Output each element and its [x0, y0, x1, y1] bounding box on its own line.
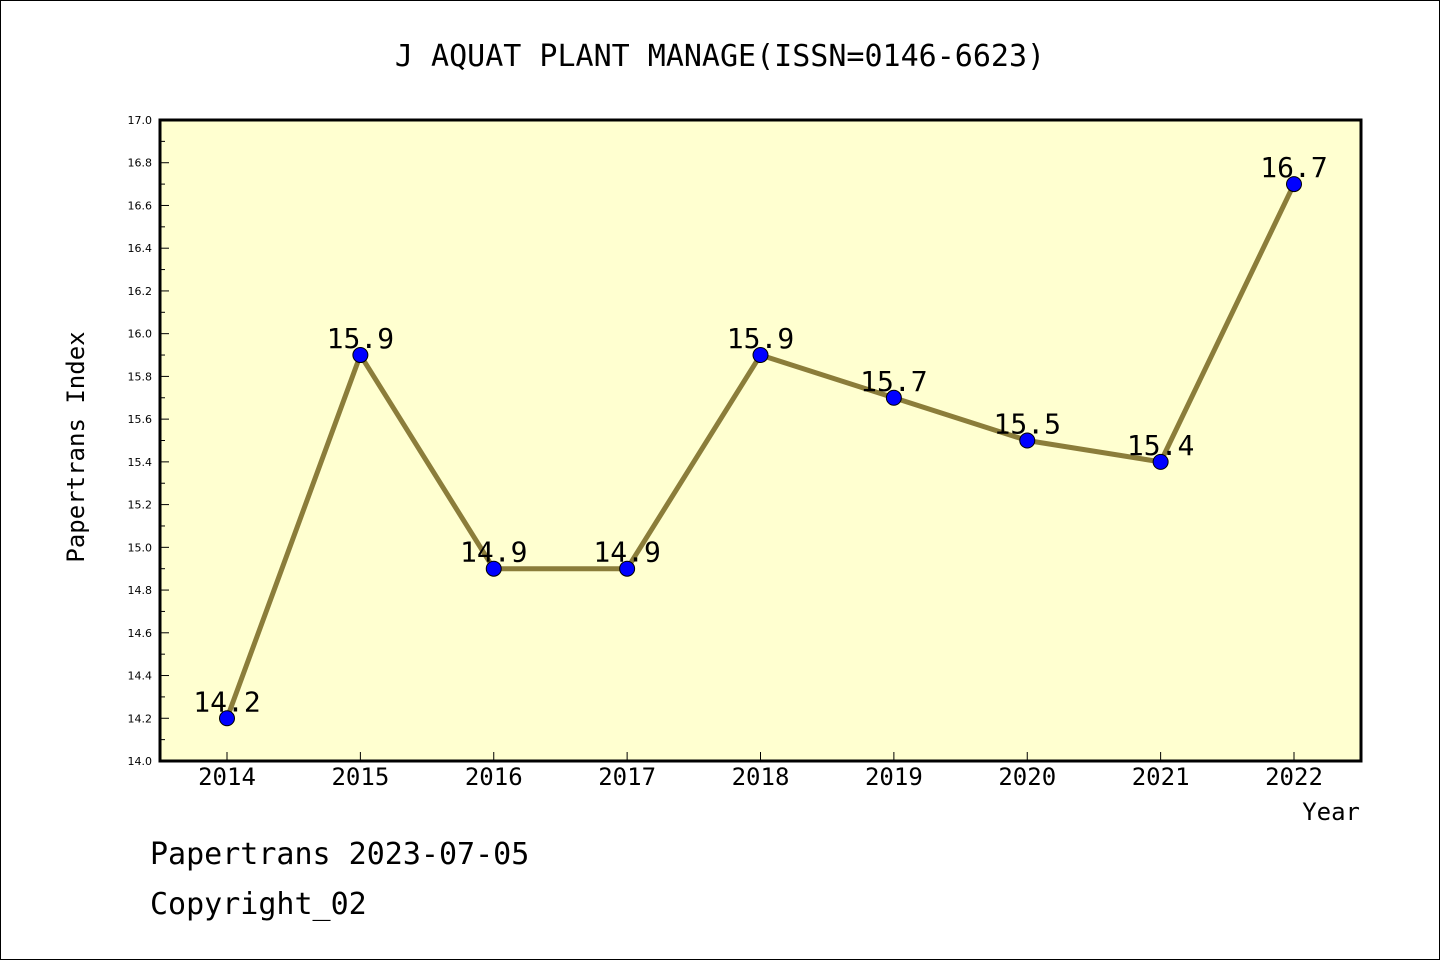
data-point: [219, 710, 235, 727]
data-label: 14.2: [193, 685, 260, 718]
data-point: [1286, 176, 1302, 193]
data-point: [885, 389, 902, 406]
y-tick-label: 15.6: [128, 413, 153, 426]
y-tick-label: 15.8: [128, 370, 153, 383]
y-tick-label: 15.4: [128, 456, 153, 469]
y-tick-label: 14.8: [128, 584, 153, 597]
y-tick-label: 14.0: [128, 755, 153, 768]
y-tick-label: 14.4: [128, 670, 153, 683]
y-tick-label: 16.6: [128, 199, 153, 212]
x-axis-label: Year: [1302, 798, 1360, 826]
data-point: [485, 560, 502, 577]
data-label: 15.9: [327, 322, 394, 355]
x-tick-label: 2017: [598, 763, 656, 791]
x-tick-label: 2022: [1265, 763, 1323, 791]
data-labels: 14.2 15.9 14.9 14.9 15.9 15.7 15.5 15.4 16.7: [193, 151, 1327, 718]
y-tick-label: 14.2: [128, 712, 153, 725]
x-tick-label: 2018: [732, 763, 790, 791]
footer-copyright: Copyright_02: [150, 887, 367, 922]
data-label: 15.4: [1127, 429, 1194, 462]
data-label: 14.9: [593, 536, 660, 569]
data-label: 15.9: [727, 322, 794, 355]
y-tick-label: 14.6: [128, 627, 153, 640]
y-tick-label: 16.0: [128, 328, 153, 341]
x-tick-label: 2014: [198, 763, 256, 791]
y-tick-label: 16.4: [128, 242, 153, 255]
x-tick-label: 2020: [998, 763, 1056, 791]
data-point: [352, 347, 369, 364]
y-axis-label: Papertrans Index: [62, 331, 90, 562]
data-label: 15.7: [860, 365, 927, 398]
x-axis: 2014 2015 2016 2017 2018 2019 2020 2021 2022: [198, 752, 1323, 791]
series-line: [219, 176, 1302, 727]
y-axis: 14.0 14.2 14.4 14.6 14.8 15.0 15.2 15.4 15.6 15.8…: [128, 114, 169, 768]
y-tick-label: 15.2: [128, 499, 153, 512]
x-tick-label: 2019: [865, 763, 923, 791]
data-label: 16.7: [1260, 151, 1327, 184]
data-point: [619, 560, 636, 577]
x-tick-label: 2016: [465, 763, 523, 791]
plot-area: [158, 118, 1363, 763]
data-point: [1019, 432, 1036, 449]
x-tick-label: 2015: [331, 763, 389, 791]
y-tick-label: 15.0: [128, 541, 153, 554]
x-tick-label: 2021: [1132, 763, 1190, 791]
chart-title: J AQUAT PLANT MANAGE(ISSN=0146-6623): [395, 39, 1045, 74]
y-tick-label: 16.2: [128, 285, 153, 298]
data-point: [1152, 453, 1169, 470]
y-tick-label: 16.8: [128, 157, 153, 170]
data-point: [752, 347, 769, 364]
footer-date: Papertrans 2023-07-05: [150, 837, 529, 872]
data-label: 15.5: [994, 408, 1061, 441]
data-label: 14.9: [460, 536, 527, 569]
y-tick-label: 17.0: [128, 114, 153, 127]
